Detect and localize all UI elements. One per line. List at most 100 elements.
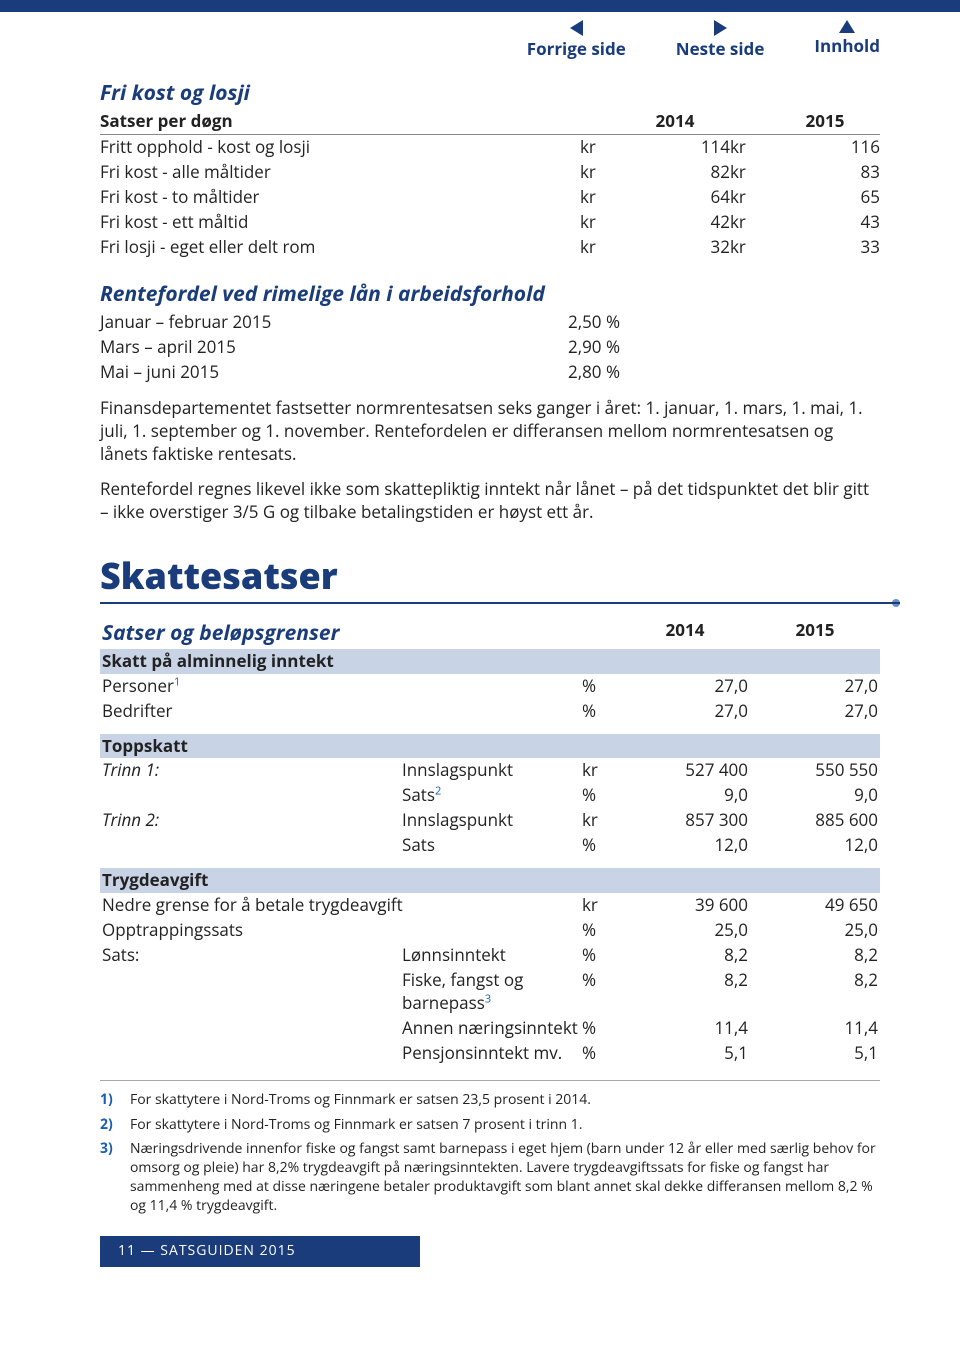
s2-row-label: Mai – juni 2015 bbox=[100, 360, 376, 385]
footnote-text: For skattytere i Nord-Troms og Finnmark … bbox=[130, 1091, 591, 1110]
s1-row-u1: kr bbox=[580, 210, 620, 235]
row-t2a-v1: 857 300 bbox=[620, 808, 750, 833]
row-t1a-u: kr bbox=[580, 758, 620, 783]
s1-row-v1: 82 bbox=[620, 160, 730, 185]
row-bedrifter-u: % bbox=[580, 699, 620, 724]
row-t1b-v1: 9,0 bbox=[620, 783, 750, 808]
nav-next[interactable]: Neste side bbox=[676, 20, 765, 61]
row-tg3-u: % bbox=[580, 943, 620, 968]
s1-row-u2: kr bbox=[730, 185, 770, 210]
row-t1b-sub: Sats bbox=[402, 783, 435, 806]
s1-row-u1: kr bbox=[580, 235, 620, 260]
main-heading: Skattesatser bbox=[100, 552, 880, 605]
row-tg6-sub: Pensjonsinntekt mv. bbox=[400, 1041, 580, 1066]
section2-p2: Rentefordel regnes likevel ikke som skat… bbox=[100, 478, 880, 524]
page-footer: 11 — SATSGUIDEN 2015 bbox=[100, 1236, 420, 1267]
s1-row-u1: kr bbox=[580, 135, 620, 160]
s1-row-v1: 42 bbox=[620, 210, 730, 235]
row-t2b-u: % bbox=[580, 833, 620, 858]
footnote-text: Næringsdrivende innenfor fiske og fangst… bbox=[130, 1140, 880, 1216]
row-tg3-v2: 8,2 bbox=[750, 943, 880, 968]
fn-ref-1: 1 bbox=[174, 674, 180, 689]
footnote-text: For skattytere i Nord-Troms og Finnmark … bbox=[130, 1116, 582, 1135]
row-tg3-v1: 8,2 bbox=[620, 943, 750, 968]
s1-row-u2: kr bbox=[730, 135, 770, 160]
satser-hdr-label: Satser og beløpsgrenser bbox=[100, 618, 580, 648]
s1-row-v2: 33 bbox=[770, 235, 880, 260]
band-2: Toppskatt bbox=[100, 734, 880, 759]
fn-ref-3: 3 bbox=[485, 991, 491, 1006]
s1-row-label: Fritt opphold - kost og losji bbox=[100, 135, 580, 160]
row-tg5-u: % bbox=[580, 1016, 620, 1041]
row-tg6-v1: 5,1 bbox=[620, 1041, 750, 1066]
nav-prev[interactable]: Forrige side bbox=[527, 20, 626, 61]
row-tg1-u: kr bbox=[580, 893, 620, 918]
row-tg1-v2: 49 650 bbox=[750, 893, 880, 918]
row-t1b-u: % bbox=[580, 783, 620, 808]
page-content: Fri kost og losji Satser per døgn 2014 2… bbox=[0, 79, 960, 1216]
row-t2a-sub: Innslagspunkt bbox=[400, 808, 580, 833]
row-bedrifter-v1: 27,0 bbox=[620, 699, 750, 724]
row-tg4-v1: 8,2 bbox=[620, 968, 750, 1016]
s2-row-label: Januar – februar 2015 bbox=[100, 310, 376, 335]
nav-next-label: Neste side bbox=[676, 38, 765, 61]
row-t2b-sub: Sats bbox=[400, 833, 580, 858]
s1-row-v1: 64 bbox=[620, 185, 730, 210]
fn-ref-2: 2 bbox=[435, 784, 441, 799]
row-tg6-v2: 5,1 bbox=[750, 1041, 880, 1066]
row-tg2-v2: 25,0 bbox=[750, 918, 880, 943]
row-tg6-u: % bbox=[580, 1041, 620, 1066]
row-t2b-v1: 12,0 bbox=[620, 833, 750, 858]
section1-table: Satser per døgn 2014 2015 Fritt opphold … bbox=[100, 109, 880, 260]
s2-row-val: 2,50 % bbox=[376, 310, 880, 335]
row-tg1-label: Nedre grense for å betale trygdeavgift bbox=[100, 893, 580, 918]
s1-hdr-label: Satser per døgn bbox=[100, 109, 580, 134]
satser-table: Satser og beløpsgrenser 2014 2015 Skatt … bbox=[100, 618, 880, 1065]
triangle-left-icon bbox=[570, 20, 583, 36]
s1-row-label: Fri kost - ett måltid bbox=[100, 210, 580, 235]
s1-row-u2: kr bbox=[730, 210, 770, 235]
row-t2a-v2: 885 600 bbox=[750, 808, 880, 833]
s1-row-u2: kr bbox=[730, 160, 770, 185]
row-bedrifter-v2: 27,0 bbox=[750, 699, 880, 724]
s1-row-label: Fri kost - alle måltider bbox=[100, 160, 580, 185]
row-tg3-label: Sats: bbox=[100, 943, 400, 968]
s1-hdr-y1: 2014 bbox=[620, 109, 730, 134]
s2-row-label: Mars – april 2015 bbox=[100, 335, 376, 360]
s1-row-v2: 43 bbox=[770, 210, 880, 235]
s1-row-v2: 65 bbox=[770, 185, 880, 210]
row-tg5-v2: 11,4 bbox=[750, 1016, 880, 1041]
row-bedrifter-label: Bedrifter bbox=[100, 699, 580, 724]
s1-row-v1: 32 bbox=[620, 235, 730, 260]
s2-row-val: 2,90 % bbox=[376, 335, 880, 360]
row-tg2-v1: 25,0 bbox=[620, 918, 750, 943]
footnote-num: 1) bbox=[100, 1091, 120, 1110]
row-tg1-v1: 39 600 bbox=[620, 893, 750, 918]
row-t2a-u: kr bbox=[580, 808, 620, 833]
nav-toc[interactable]: Innhold bbox=[814, 20, 880, 58]
row-t2-label: Trinn 2: bbox=[100, 808, 400, 833]
triangle-up-icon bbox=[839, 20, 855, 33]
satser-hdr-y1: 2014 bbox=[620, 618, 750, 648]
row-t1a-sub: Innslagspunkt bbox=[400, 758, 580, 783]
footnote-num: 3) bbox=[100, 1140, 120, 1216]
row-tg4-sub: Fiske, fangst og barnepass bbox=[402, 968, 523, 1014]
row-tg5-sub: Annen næringsinntekt bbox=[400, 1016, 580, 1041]
footnotes: 1) For skattytere i Nord-Troms og Finnma… bbox=[100, 1080, 880, 1216]
row-t1-label: Trinn 1: bbox=[100, 758, 400, 783]
row-tg5-v1: 11,4 bbox=[620, 1016, 750, 1041]
row-tg4-v2: 8,2 bbox=[750, 968, 880, 1016]
s1-row-v2: 83 bbox=[770, 160, 880, 185]
s1-row-u1: kr bbox=[580, 160, 620, 185]
s1-row-label: Fri kost - to måltider bbox=[100, 185, 580, 210]
nav-toc-label: Innhold bbox=[814, 35, 880, 58]
row-personer-v1: 27,0 bbox=[620, 674, 750, 699]
footnote-num: 2) bbox=[100, 1116, 120, 1135]
row-t1a-v2: 550 550 bbox=[750, 758, 880, 783]
row-t2b-v2: 12,0 bbox=[750, 833, 880, 858]
s1-row-u1: kr bbox=[580, 185, 620, 210]
row-personer-v2: 27,0 bbox=[750, 674, 880, 699]
row-tg2-label: Opptrappingssats bbox=[100, 918, 580, 943]
s1-row-v1: 114 bbox=[620, 135, 730, 160]
band-1: Skatt på alminnelig inntekt bbox=[100, 649, 880, 674]
